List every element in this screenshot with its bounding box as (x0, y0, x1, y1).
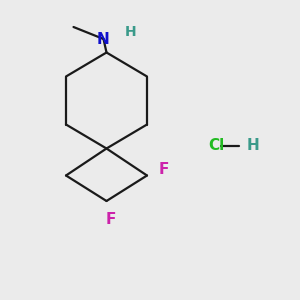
Text: N: N (97, 32, 110, 46)
Text: Cl: Cl (208, 138, 224, 153)
Text: F: F (158, 162, 169, 177)
Text: F: F (106, 212, 116, 226)
Text: H: H (125, 25, 136, 38)
Text: H: H (247, 138, 260, 153)
